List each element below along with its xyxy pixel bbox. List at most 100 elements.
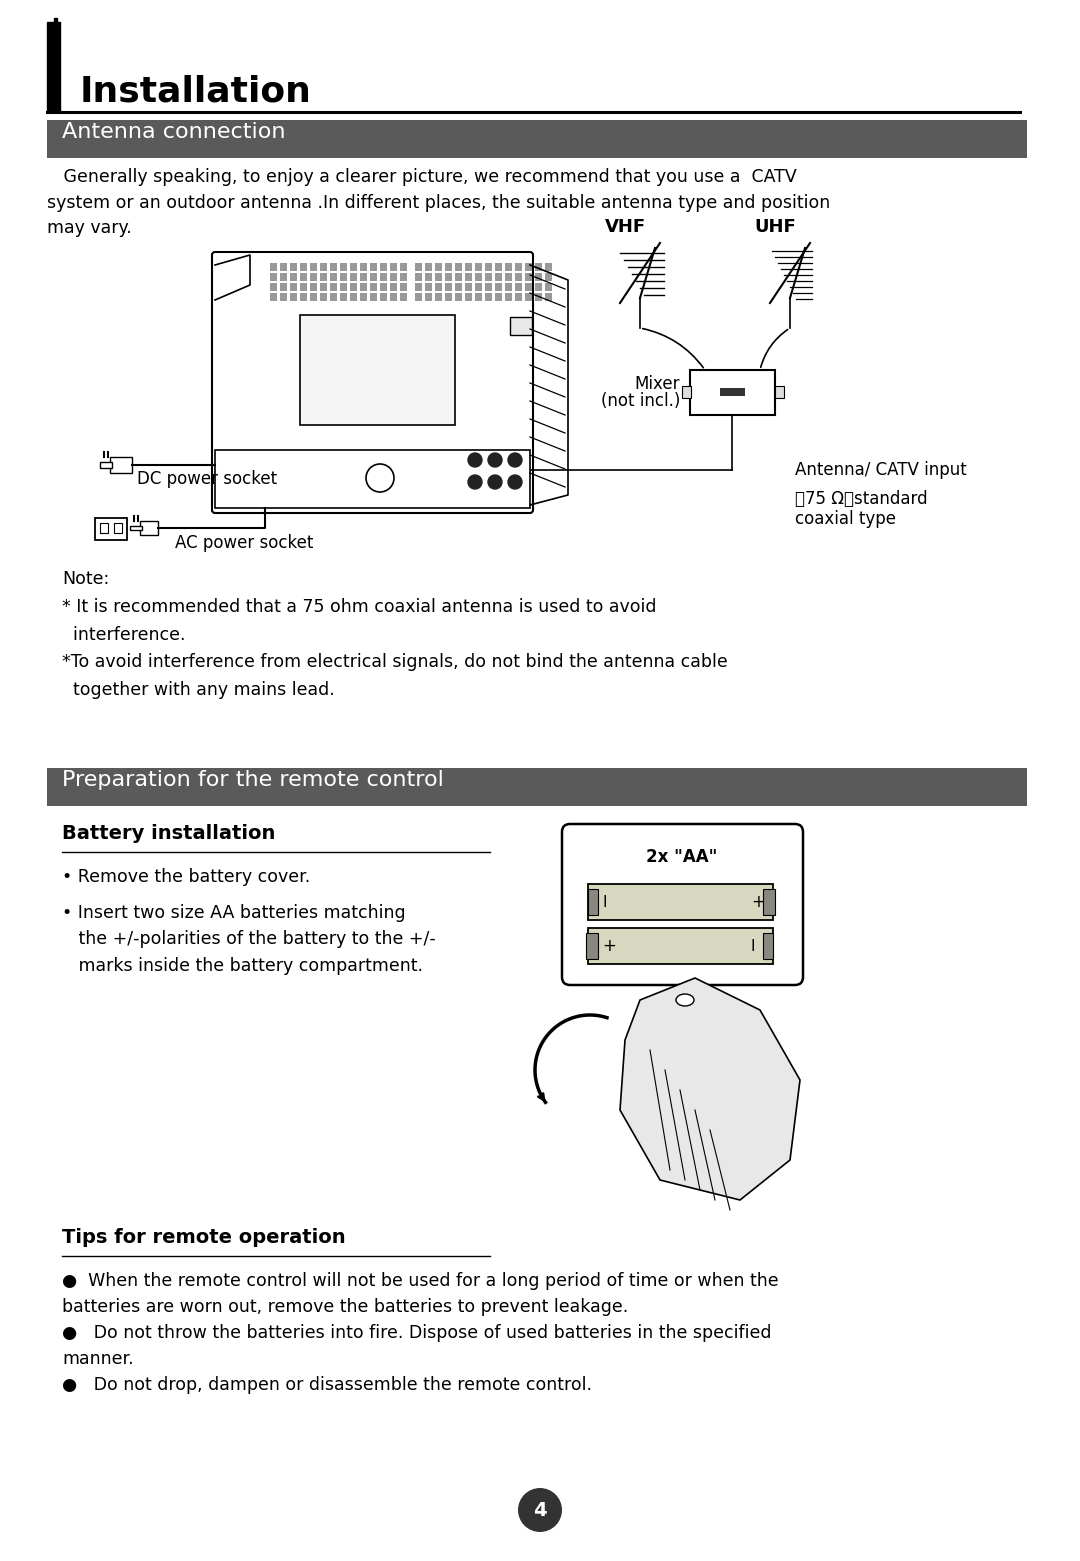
Bar <box>545 262 552 272</box>
Bar <box>380 283 387 290</box>
Bar <box>762 890 775 915</box>
Bar <box>505 283 512 290</box>
Text: Battery installation: Battery installation <box>62 824 275 843</box>
Bar <box>510 317 532 336</box>
Bar <box>291 293 297 301</box>
Bar <box>300 293 307 301</box>
Bar <box>525 262 532 272</box>
Bar <box>535 273 542 281</box>
Bar <box>415 293 422 301</box>
Bar <box>130 526 141 531</box>
Text: ●   Do not drop, dampen or disassemble the remote control.: ● Do not drop, dampen or disassemble the… <box>62 1375 592 1394</box>
Bar <box>400 262 407 272</box>
Bar <box>515 273 522 281</box>
Bar <box>485 273 492 281</box>
Bar <box>525 293 532 301</box>
Bar <box>95 518 127 540</box>
Circle shape <box>508 453 522 467</box>
Bar <box>515 293 522 301</box>
Bar <box>426 293 432 301</box>
Bar <box>310 283 318 290</box>
Bar <box>330 293 337 301</box>
Bar <box>340 262 347 272</box>
Bar <box>495 283 502 290</box>
Bar <box>360 293 367 301</box>
Bar <box>588 890 598 915</box>
Bar <box>291 283 297 290</box>
Circle shape <box>468 475 482 489</box>
Bar <box>475 262 482 272</box>
Bar <box>535 262 542 272</box>
Polygon shape <box>620 979 800 1200</box>
Bar <box>330 273 337 281</box>
Bar <box>310 273 318 281</box>
Bar <box>110 457 132 473</box>
Text: Antenna/ CATV input: Antenna/ CATV input <box>795 460 967 479</box>
Circle shape <box>366 464 394 492</box>
Bar <box>455 262 462 272</box>
Bar <box>485 293 492 301</box>
Bar <box>495 262 502 272</box>
Bar <box>475 293 482 301</box>
Text: • Insert two size AA batteries matching
   the +/-polarities of the battery to t: • Insert two size AA batteries matching … <box>62 904 435 974</box>
Bar <box>310 293 318 301</box>
Bar <box>270 273 276 281</box>
Bar <box>48 22 60 112</box>
Text: +: + <box>602 937 616 955</box>
Bar <box>320 293 327 301</box>
Bar <box>215 450 530 507</box>
Bar <box>280 293 287 301</box>
Text: AC power socket: AC power socket <box>175 534 313 553</box>
Bar <box>48 768 1027 805</box>
Bar <box>415 273 422 281</box>
Bar <box>505 273 512 281</box>
Bar <box>465 283 472 290</box>
Bar <box>515 262 522 272</box>
Bar <box>465 293 472 301</box>
FancyBboxPatch shape <box>562 824 804 985</box>
Bar <box>415 262 422 272</box>
Bar <box>485 262 492 272</box>
Bar <box>495 273 502 281</box>
Bar <box>415 283 422 290</box>
Bar <box>330 283 337 290</box>
Bar <box>435 273 442 281</box>
Bar <box>390 273 397 281</box>
Bar <box>535 283 542 290</box>
Bar <box>455 273 462 281</box>
FancyBboxPatch shape <box>212 251 534 514</box>
Text: Mixer: Mixer <box>635 375 680 393</box>
Bar <box>350 293 357 301</box>
Bar <box>525 283 532 290</box>
Bar <box>270 262 276 272</box>
Bar <box>280 262 287 272</box>
Text: UHF: UHF <box>754 219 796 236</box>
Bar <box>545 273 552 281</box>
Bar <box>270 293 276 301</box>
Text: Tips for remote operation: Tips for remote operation <box>62 1229 346 1247</box>
Circle shape <box>488 453 502 467</box>
Bar <box>681 386 691 398</box>
Bar <box>400 293 407 301</box>
Bar <box>535 293 542 301</box>
Bar <box>515 283 522 290</box>
Bar <box>340 293 347 301</box>
Bar <box>445 273 453 281</box>
Bar <box>360 262 367 272</box>
Bar <box>300 273 307 281</box>
Bar <box>495 293 502 301</box>
Bar <box>426 273 432 281</box>
Bar <box>475 273 482 281</box>
Bar <box>475 283 482 290</box>
Bar <box>320 273 327 281</box>
Bar <box>360 283 367 290</box>
Bar <box>320 283 327 290</box>
Bar <box>380 293 387 301</box>
Bar <box>370 262 377 272</box>
Polygon shape <box>215 254 249 300</box>
Bar <box>100 462 112 468</box>
Text: （75 Ω）standard: （75 Ω）standard <box>795 490 928 507</box>
Circle shape <box>518 1488 562 1531</box>
Text: I: I <box>602 894 607 910</box>
Text: (not incl.): (not incl.) <box>600 392 680 411</box>
